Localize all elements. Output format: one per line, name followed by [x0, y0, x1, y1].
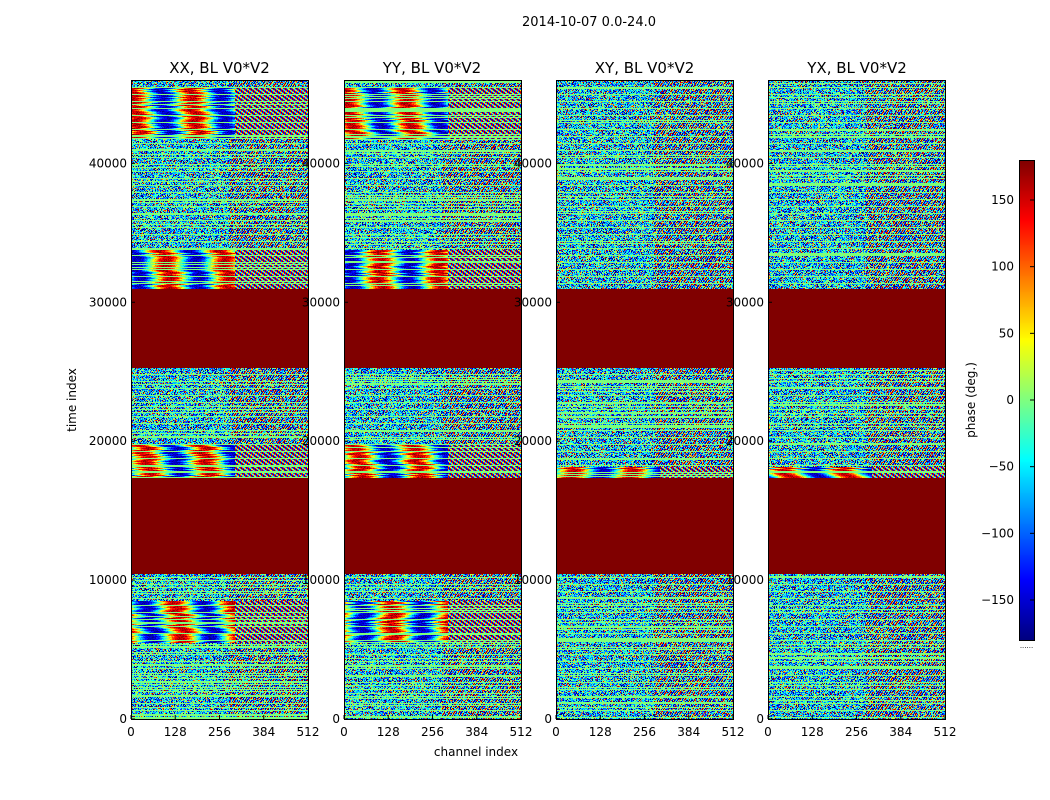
y-tick-label: 20000: [89, 434, 127, 448]
y-tick-label: 30000: [726, 295, 764, 309]
x-axis-label: channel index: [434, 745, 518, 759]
panel-title-yy: YY, BL V0*V2: [382, 59, 481, 77]
x-tick-label: 512: [722, 725, 745, 739]
x-tick-label: 384: [677, 725, 700, 739]
y-tick-label: 0: [332, 712, 340, 726]
panel-title-xy: XY, BL V0*V2: [595, 59, 695, 77]
x-tick-label: 128: [164, 725, 187, 739]
panel-yx-image: [768, 80, 945, 719]
x-tick-label: 0: [764, 725, 772, 739]
panel-xy-image: [556, 80, 733, 719]
panel-frame: [556, 80, 734, 720]
x-tick-label: 256: [421, 725, 444, 739]
y-tick-label: 10000: [514, 573, 552, 587]
y-tick-label: 0: [119, 712, 127, 726]
x-tick-label: 384: [889, 725, 912, 739]
panel-yy-image: [344, 80, 521, 719]
figure-suptitle: 2014-10-07 0.0-24.0: [522, 15, 656, 30]
y-tick-label: 30000: [302, 295, 340, 309]
panel-title-yx: YX, BL V0*V2: [806, 59, 907, 77]
x-tick-label: 0: [552, 725, 560, 739]
colorbar-tick-label: 0: [1006, 393, 1014, 407]
y-tick-label: 20000: [302, 434, 340, 448]
y-tick-label: 40000: [302, 156, 340, 170]
panel-frame: [344, 80, 522, 720]
y-tick-label: 10000: [89, 573, 127, 587]
colorbar-tick-label: 100: [991, 260, 1014, 274]
y-tick-label: 10000: [302, 573, 340, 587]
y-tick-label: 10000: [726, 573, 764, 587]
colorbar-tick-label: 50: [999, 326, 1014, 340]
x-tick-label: 256: [208, 725, 231, 739]
x-tick-label: 128: [801, 725, 824, 739]
y-tick-label: 30000: [89, 295, 127, 309]
panel-frame: [768, 80, 946, 720]
colorbar-tick-label: −50: [989, 460, 1014, 474]
x-tick-label: 384: [465, 725, 488, 739]
x-tick-label: 0: [127, 725, 135, 739]
x-tick-label: 512: [297, 725, 320, 739]
y-tick-label: 0: [544, 712, 552, 726]
colorbar-label: phase (deg.): [964, 362, 978, 438]
y-axis-label: time index: [65, 368, 79, 432]
x-tick-label: 128: [377, 725, 400, 739]
y-tick-label: 40000: [89, 156, 127, 170]
panel-frame: [131, 80, 309, 720]
colorbar-tick-label: 150: [991, 193, 1014, 207]
y-tick-label: 0: [756, 712, 764, 726]
colorbar-tick-label: −150: [981, 593, 1014, 607]
x-tick-label: 128: [589, 725, 612, 739]
y-tick-label: 40000: [514, 156, 552, 170]
colorbar-tick-label: −100: [981, 526, 1014, 540]
y-tick-label: 20000: [514, 434, 552, 448]
y-tick-label: 40000: [726, 156, 764, 170]
x-tick-label: 512: [934, 725, 957, 739]
x-tick-label: 384: [252, 725, 275, 739]
x-tick-label: 512: [510, 725, 533, 739]
colorbar-gradient: [1019, 160, 1034, 640]
x-tick-label: 256: [845, 725, 868, 739]
panel-xx-image: [131, 80, 308, 719]
x-tick-label: 256: [633, 725, 656, 739]
panel-title-xx: XX, BL V0*V2: [169, 59, 270, 77]
colorbar-frame: [1019, 160, 1035, 641]
y-tick-label: 20000: [726, 434, 764, 448]
colorbar-under-label: ......: [1020, 642, 1033, 650]
y-tick-label: 30000: [514, 295, 552, 309]
x-tick-label: 0: [340, 725, 348, 739]
